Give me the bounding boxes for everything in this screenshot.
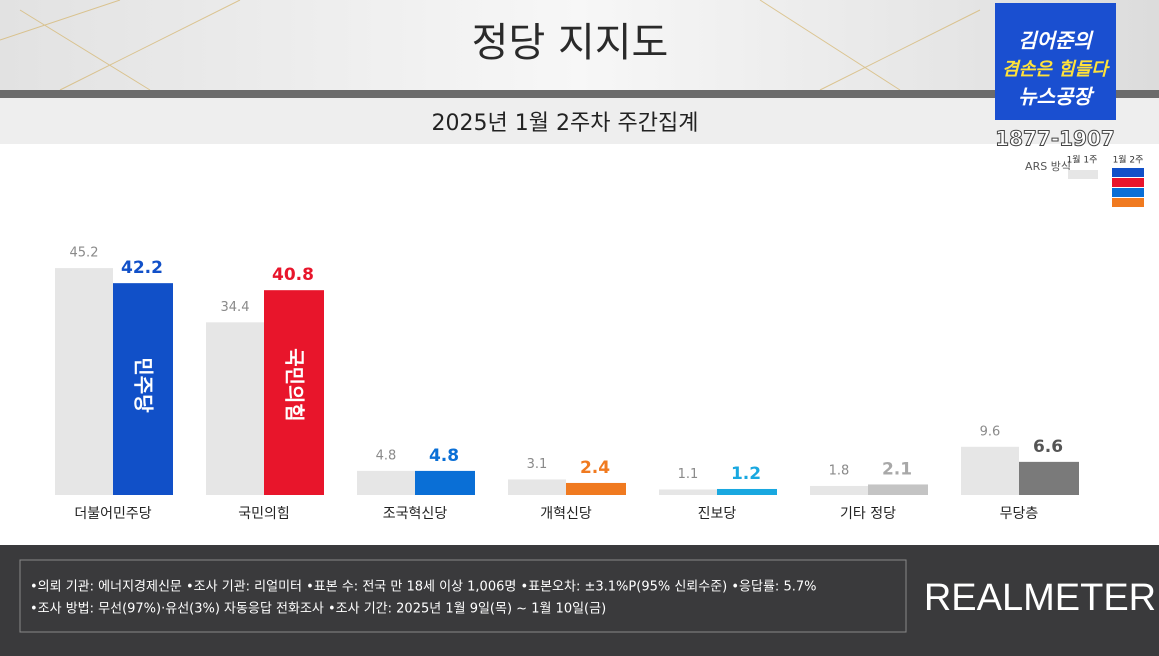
show-slogan: 겸손은 힘들다: [1002, 59, 1110, 80]
legend-label: 1월 2주: [1113, 154, 1144, 166]
value-label: 45.2: [70, 246, 99, 261]
legend-swatch: [1112, 188, 1144, 197]
chart-title: 정당 지지도: [472, 20, 669, 66]
brand: REALMETER: [924, 577, 1156, 619]
value-label: 9.6: [980, 424, 1001, 439]
x-tick-label: 조국혁신당: [383, 506, 448, 522]
party-logo: 국민의힘: [283, 348, 307, 422]
value-label: 42.2: [121, 258, 163, 278]
x-tick-label: 개혁신당: [540, 506, 592, 522]
value-label: 4.8: [376, 448, 397, 463]
bar: [810, 485, 868, 495]
footer-band: [0, 545, 1159, 656]
phone: 1877-1907: [995, 127, 1115, 151]
x-tick-label: 기타 정당: [840, 506, 896, 522]
legend-swatch: [1112, 168, 1144, 177]
bar: [868, 484, 928, 495]
legend-swatch: [1068, 170, 1098, 179]
note: •의뢰 기관: 에너지경제신문 •조사 기관: 리얼미터 •표본 수: 전국 만…: [30, 580, 816, 595]
bar: [566, 482, 626, 495]
method: ARS 방식: [1025, 160, 1071, 173]
party-logo: 민주당: [132, 357, 156, 413]
note: •조사 방법: 무선(97%)·유선(3%) 자동응답 전화조사 •조사 기간:…: [30, 602, 606, 617]
bar: [961, 446, 1019, 495]
header-band: [0, 0, 1159, 90]
header-decoration: [0, 0, 981, 91]
bar: [1019, 461, 1079, 495]
x-tick-label: 국민의힘: [238, 506, 290, 522]
show-title: 뉴스공장: [1018, 85, 1095, 109]
legend-swatch: [1112, 198, 1144, 207]
bar: [206, 322, 264, 495]
value-label: 2.4: [580, 458, 610, 478]
value-label: 40.8: [272, 265, 314, 285]
bar: [717, 488, 777, 495]
chart-subtitle: 2025년 1월 2주차 주간집계: [432, 111, 699, 136]
legend-swatch: [1112, 178, 1144, 187]
value-label: 3.1: [527, 457, 548, 472]
bar: [508, 479, 566, 495]
header-divider: [0, 90, 1159, 98]
notes-box: [19, 559, 907, 633]
bar: [415, 470, 475, 495]
bar: [357, 470, 415, 495]
value-label: 6.6: [1033, 437, 1063, 457]
value-label: 1.2: [731, 464, 761, 484]
x-tick-label: 무당층: [1000, 506, 1039, 522]
value-label: 1.1: [678, 467, 699, 482]
value-label: 2.1: [882, 459, 912, 479]
subtitle-band: [0, 98, 1159, 144]
bar: [264, 290, 324, 495]
value-label: 4.8: [429, 446, 459, 466]
bar: [659, 489, 717, 495]
value-label: 1.8: [829, 463, 850, 478]
x-tick-label: 진보당: [698, 506, 737, 522]
value-label: 34.4: [221, 300, 250, 315]
bar: [55, 268, 113, 495]
show-logo: [995, 3, 1116, 120]
bar: [113, 283, 173, 495]
legend-label: 1월 1주: [1067, 154, 1098, 166]
show-name: 김어준의: [1018, 29, 1094, 53]
x-tick-label: 더불어민주당: [74, 506, 151, 522]
